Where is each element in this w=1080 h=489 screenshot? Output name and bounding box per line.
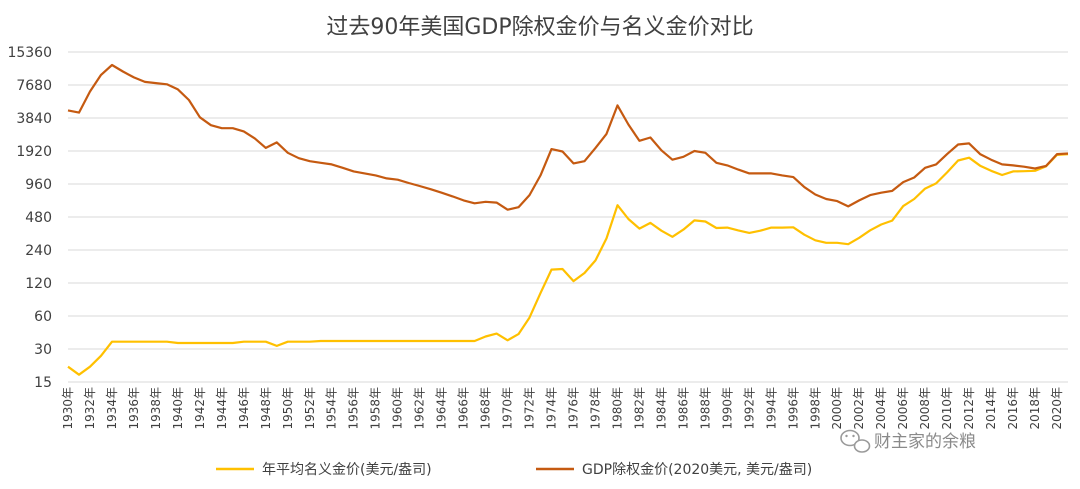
x-tick-label: 1970年 xyxy=(501,387,515,430)
y-tick-label: 480 xyxy=(25,210,52,226)
y-axis: 15 30 60 120 240 480 960 1920 3840 7680 15360 xyxy=(7,45,52,391)
y-tick-label: 60 xyxy=(34,309,52,325)
x-tick-label: 2000年 xyxy=(830,387,844,430)
y-tick-label: 7680 xyxy=(16,78,52,94)
x-tick-label: 1962年 xyxy=(413,387,427,430)
y-tick-label: 15 xyxy=(34,375,52,391)
x-tick-label: 1992年 xyxy=(742,387,756,430)
x-tick-label: 1968年 xyxy=(479,387,493,430)
x-tick-label: 1964年 xyxy=(435,387,449,430)
y-tick-label: 3840 xyxy=(16,111,52,127)
x-tick-label: 1960年 xyxy=(391,387,405,430)
x-tick-label: 2010年 xyxy=(940,387,954,430)
x-tick-label: 1938年 xyxy=(149,387,163,430)
x-tick-label: 1942年 xyxy=(193,387,207,430)
wechat-icon xyxy=(840,429,871,453)
x-tick-label: 1994年 xyxy=(764,387,778,430)
x-tick-label: 1946年 xyxy=(237,387,251,430)
watermark: 财主家的余粮 xyxy=(840,429,976,453)
x-tick-label: 2002年 xyxy=(852,387,866,430)
x-tick-label: 1984年 xyxy=(654,387,668,430)
x-tick-label: 1948年 xyxy=(259,387,273,430)
x-tick-label: 2018年 xyxy=(1028,387,1042,430)
x-tick-label: 1940年 xyxy=(171,387,185,430)
x-tick-label: 1936年 xyxy=(127,387,141,430)
y-tick-label: 15360 xyxy=(7,45,52,61)
x-tick-label: 1976年 xyxy=(566,387,580,430)
x-tick-label: 1950年 xyxy=(281,387,295,430)
y-tick-label: 1920 xyxy=(16,144,52,160)
x-tick-label: 2020年 xyxy=(1050,387,1064,430)
x-tick-label: 1982年 xyxy=(632,387,646,430)
x-tick-label: 2008年 xyxy=(918,387,932,430)
legend-label-nominal: 年平均名义金价(美元/盎司) xyxy=(262,462,432,478)
x-tick-label: 1930年 xyxy=(61,387,75,430)
x-tick-label: 1958年 xyxy=(369,387,383,430)
y-tick-label: 960 xyxy=(25,177,52,193)
x-tick-label: 2014年 xyxy=(984,387,998,430)
x-tick-label: 1952年 xyxy=(303,387,317,430)
x-tick-label: 1988年 xyxy=(698,387,712,430)
x-tick-label: 1986年 xyxy=(676,387,690,430)
x-tick-label: 2004年 xyxy=(874,387,888,430)
x-tick-label: 1980年 xyxy=(610,387,624,430)
series xyxy=(67,63,1069,376)
x-tick-label: 1978年 xyxy=(588,387,602,430)
x-tick-label: 2016年 xyxy=(1006,387,1020,430)
chart-title: 过去90年美国GDP除权金价与名义金价对比 xyxy=(326,15,753,40)
y-tick-label: 120 xyxy=(25,276,52,292)
x-tick-label: 2006年 xyxy=(896,387,910,430)
series-line-nominal xyxy=(67,153,1069,376)
x-tick-label: 1954年 xyxy=(325,387,339,430)
gridlines xyxy=(68,51,1068,383)
x-tick-label: 2012年 xyxy=(962,387,976,430)
x-tick-label: 1956年 xyxy=(347,387,361,430)
x-tick-label: 1998年 xyxy=(808,387,822,430)
x-tick-label: 1944年 xyxy=(215,387,229,430)
x-tick-label: 1990年 xyxy=(720,387,734,430)
x-tick-label: 1974年 xyxy=(545,387,559,430)
watermark-text: 财主家的余粮 xyxy=(874,432,976,452)
x-axis: 1930年 1932年 1934年 1936年 1938年 1940年 1942年 1944年… xyxy=(61,387,1064,430)
x-tick-label: 1996年 xyxy=(786,387,800,430)
x-tick-label: 1972年 xyxy=(523,387,537,430)
series-line-gdp-adjusted xyxy=(67,63,1069,211)
legend: 年平均名义金价(美元/盎司) GDP除权金价(2020美元, 美元/盎司) xyxy=(216,462,812,478)
x-tick-label: 1932年 xyxy=(83,387,97,430)
y-tick-label: 30 xyxy=(34,342,52,358)
x-tick-label: 1966年 xyxy=(457,387,471,430)
x-tick-label: 1934年 xyxy=(105,387,119,430)
legend-label-gdp-adjusted: GDP除权金价(2020美元, 美元/盎司) xyxy=(582,462,812,478)
y-tick-label: 240 xyxy=(25,243,52,259)
